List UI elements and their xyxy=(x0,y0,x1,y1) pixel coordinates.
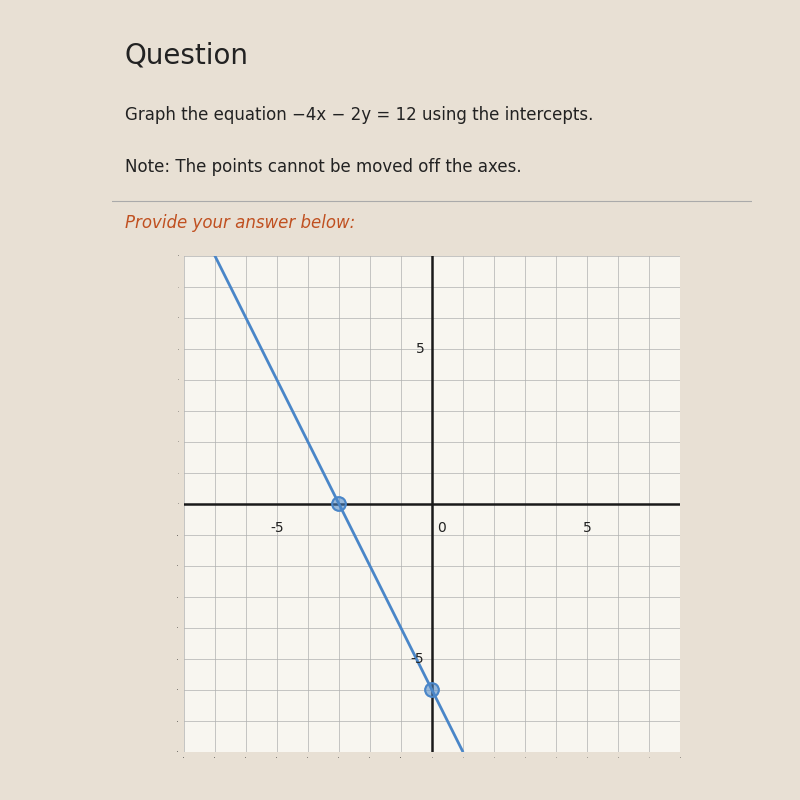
Text: Note: The points cannot be moved off the axes.: Note: The points cannot be moved off the… xyxy=(125,158,522,176)
Text: Question: Question xyxy=(125,42,249,70)
Text: 5: 5 xyxy=(415,342,424,356)
Text: Graph the equation −4x − 2y = 12 using the intercepts.: Graph the equation −4x − 2y = 12 using t… xyxy=(125,106,593,124)
Text: 0: 0 xyxy=(437,521,446,535)
Text: 5: 5 xyxy=(582,521,591,535)
Text: -5: -5 xyxy=(270,521,284,535)
Circle shape xyxy=(332,497,346,511)
Circle shape xyxy=(425,683,439,697)
Text: -5: -5 xyxy=(410,652,424,666)
Text: Provide your answer below:: Provide your answer below: xyxy=(125,214,355,232)
